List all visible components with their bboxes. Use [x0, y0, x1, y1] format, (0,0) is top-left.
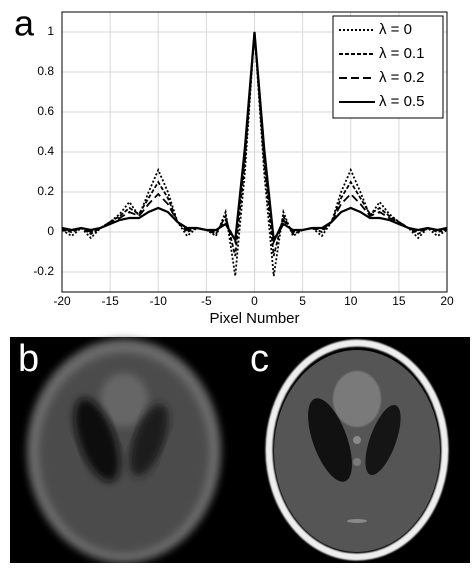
panel-label: c [250, 338, 269, 380]
panel-label: b [18, 338, 39, 380]
panel-label: a [14, 3, 35, 44]
image-b [27, 339, 221, 563]
line-series [61, 31, 448, 244]
x-tick-label: 5 [299, 294, 306, 308]
y-tick-label: 0.2 [37, 184, 54, 198]
x-tick-label: 20 [440, 294, 454, 308]
line-series [61, 31, 448, 277]
x-tick-label: 10 [344, 294, 358, 308]
x-tick-label: -5 [201, 294, 212, 308]
x-tick-label: -10 [150, 294, 168, 308]
x-tick-label: 0 [251, 294, 258, 308]
y-tick-label: 0.8 [37, 64, 54, 78]
y-tick-label: 1 [47, 24, 54, 38]
legend-label: λ = 0.1 [379, 45, 424, 62]
y-tick-label: 0 [47, 224, 54, 238]
x-tick-label: -15 [101, 294, 119, 308]
y-tick-label: -0.2 [33, 264, 54, 278]
x-tick-label: -20 [53, 294, 71, 308]
image-c [265, 339, 449, 561]
legend-label: λ = 0.5 [379, 93, 424, 110]
y-tick-label: 0.6 [37, 104, 54, 118]
y-tick-label: 0.4 [37, 144, 54, 158]
line-series [61, 31, 448, 257]
x-axis-label: Pixel Number [209, 310, 299, 327]
legend-label: λ = 0.2 [379, 69, 424, 86]
x-tick-label: 15 [392, 294, 406, 308]
legend-label: λ = 0 [379, 21, 412, 38]
plot-frame [61, 11, 448, 293]
